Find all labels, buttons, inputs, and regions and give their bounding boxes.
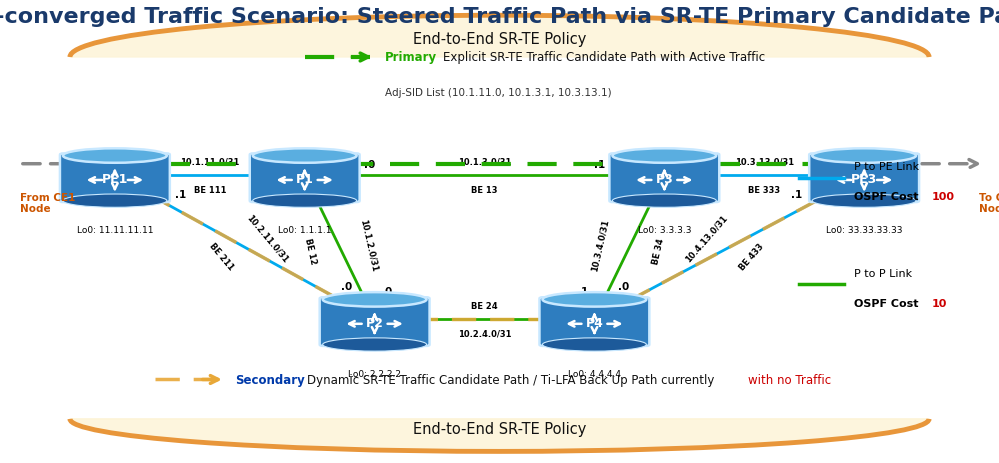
Ellipse shape: [63, 149, 167, 163]
Text: PE3: PE3: [851, 173, 877, 186]
Text: .1: .1: [791, 189, 802, 199]
Text: 10.1.11.0/31: 10.1.11.0/31: [180, 157, 240, 167]
Polygon shape: [70, 16, 929, 58]
Text: OSPF Cost: OSPF Cost: [854, 192, 922, 202]
Ellipse shape: [812, 149, 916, 163]
Text: BE 12: BE 12: [303, 237, 318, 265]
Ellipse shape: [323, 338, 427, 351]
Text: BE 333: BE 333: [748, 185, 780, 194]
Ellipse shape: [253, 194, 357, 208]
Ellipse shape: [542, 293, 646, 307]
FancyBboxPatch shape: [250, 154, 360, 203]
Text: 10.4.13.0/31: 10.4.13.0/31: [684, 213, 729, 264]
Text: Primary: Primary: [385, 51, 437, 64]
Text: .0: .0: [342, 281, 353, 291]
Text: Lo0: 3.3.3.3: Lo0: 3.3.3.3: [637, 225, 691, 234]
Text: .1: .1: [175, 189, 187, 200]
Text: Secondary: Secondary: [235, 373, 305, 386]
Text: Lo0: 33.33.33.33: Lo0: 33.33.33.33: [826, 225, 902, 234]
FancyBboxPatch shape: [809, 154, 919, 203]
Text: Dynamic SR-TE Traffic Candidate Path / Ti-LFA Back Up Path currently: Dynamic SR-TE Traffic Candidate Path / T…: [307, 373, 718, 386]
FancyBboxPatch shape: [539, 298, 649, 346]
Text: 10.1.3.0/31: 10.1.3.0/31: [458, 157, 511, 167]
Text: P4: P4: [585, 317, 603, 330]
Text: 100: 100: [932, 192, 955, 202]
FancyBboxPatch shape: [60, 154, 170, 203]
Text: BE 111: BE 111: [194, 185, 226, 194]
Text: P to P Link: P to P Link: [854, 268, 912, 278]
Text: 0: 0: [267, 159, 274, 169]
Text: .1: .1: [336, 194, 348, 204]
Text: From CE1
Node: From CE1 Node: [20, 192, 75, 214]
Ellipse shape: [612, 194, 716, 208]
Text: 10.2.11.0/31: 10.2.11.0/31: [245, 213, 291, 264]
Text: P to PE Link: P to PE Link: [854, 162, 919, 172]
Text: .0: .0: [621, 194, 633, 204]
Text: .1: .1: [594, 159, 605, 169]
Text: End-to-End SR-TE Policy: End-to-End SR-TE Policy: [413, 421, 586, 436]
Text: PE1: PE1: [102, 173, 128, 186]
Ellipse shape: [63, 194, 167, 208]
Text: .1: .1: [822, 159, 834, 169]
Text: BE 211: BE 211: [208, 241, 236, 272]
Text: P2: P2: [366, 317, 384, 330]
Text: .0: .0: [694, 159, 706, 169]
Ellipse shape: [812, 194, 916, 208]
Text: 1: 1: [146, 159, 153, 169]
Ellipse shape: [542, 338, 646, 351]
Text: To CE2
Node: To CE2 Node: [979, 192, 999, 214]
Text: Explicit SR-TE Traffic Candidate Path with Active Traffic: Explicit SR-TE Traffic Candidate Path wi…: [443, 51, 764, 64]
Text: BE 34: BE 34: [651, 237, 666, 265]
FancyBboxPatch shape: [320, 298, 430, 346]
Text: Lo0: 4.4.4.4: Lo0: 4.4.4.4: [567, 369, 621, 378]
Text: Lo0: 11.11.11.11: Lo0: 11.11.11.11: [77, 225, 153, 234]
Text: Lo0: 1.1.1.1: Lo0: 1.1.1.1: [278, 225, 332, 234]
Text: Adj-SID List (10.1.11.0, 10.1.3.1, 10.3.13.1): Adj-SID List (10.1.11.0, 10.1.3.1, 10.3.…: [385, 88, 611, 98]
Ellipse shape: [323, 293, 427, 307]
Text: .0: .0: [409, 326, 420, 336]
Text: 10.1.2.0/31: 10.1.2.0/31: [359, 218, 380, 272]
FancyBboxPatch shape: [609, 154, 719, 203]
Text: OSPF Cost: OSPF Cost: [854, 298, 922, 308]
Text: BE 24: BE 24: [472, 301, 498, 310]
Text: P3: P3: [655, 173, 673, 186]
Text: 10.3.13.0/31: 10.3.13.0/31: [734, 157, 794, 167]
Ellipse shape: [612, 149, 716, 163]
Text: BE 433: BE 433: [738, 242, 766, 272]
Text: Re-converged Traffic Scenario: Steered Traffic Path via SR-TE Primary Candidate : Re-converged Traffic Scenario: Steered T…: [0, 7, 999, 27]
Text: 10.3.4.0/31: 10.3.4.0/31: [589, 218, 610, 272]
Text: 10.2.4.0/31: 10.2.4.0/31: [458, 329, 511, 338]
Text: .1: .1: [577, 286, 588, 296]
Text: .1: .1: [549, 326, 560, 336]
Text: with no Traffic: with no Traffic: [748, 373, 831, 386]
Text: Lo0: 2.2.2.2: Lo0: 2.2.2.2: [348, 369, 402, 378]
Text: 10: 10: [932, 298, 947, 308]
Text: BE 13: BE 13: [472, 185, 498, 194]
Text: End-to-End SR-TE Policy: End-to-End SR-TE Policy: [413, 31, 586, 47]
Text: .0: .0: [618, 281, 629, 291]
Polygon shape: [70, 419, 929, 451]
Text: .0: .0: [364, 159, 375, 169]
Text: .0: .0: [381, 286, 392, 296]
Text: P1: P1: [296, 173, 314, 186]
Ellipse shape: [253, 149, 357, 163]
